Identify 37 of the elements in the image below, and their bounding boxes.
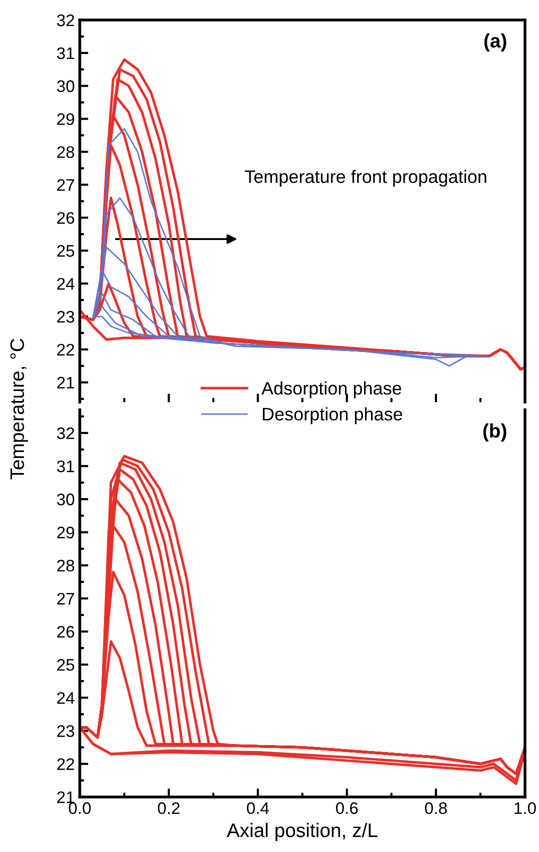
x-tick-label: 0.6 bbox=[336, 802, 358, 814]
y-tick-label: 29 bbox=[57, 526, 74, 538]
y-tick-label: 22 bbox=[57, 758, 74, 770]
x-tick-label: 0.4 bbox=[246, 802, 269, 814]
text: (a) bbox=[484, 33, 506, 52]
y-tick-label: 25 bbox=[57, 245, 74, 257]
y-tick-label: 27 bbox=[57, 592, 74, 604]
y-tick-label: 30 bbox=[57, 80, 74, 92]
y-tick-label: 26 bbox=[57, 626, 74, 638]
y-tick-label: 32 bbox=[57, 14, 74, 26]
y-tick-label: 22 bbox=[57, 344, 74, 356]
y-tick-label: 31 bbox=[57, 47, 74, 60]
y-tick-label: 28 bbox=[57, 560, 74, 572]
series-label: Adsorption phase bbox=[261, 381, 402, 398]
y-tick-label: 29 bbox=[57, 113, 74, 126]
text: (b) bbox=[483, 423, 506, 442]
y-tick-label: 31 bbox=[57, 460, 74, 472]
y-tick-label: 30 bbox=[57, 494, 74, 506]
y-tick-label: 24 bbox=[57, 692, 74, 704]
y-tick-label: 32 bbox=[57, 427, 74, 440]
x-tick-label: 1.0 bbox=[514, 802, 536, 814]
y-tick-label: 26 bbox=[57, 212, 74, 224]
x-tick-label: 0.0 bbox=[68, 802, 91, 814]
y-tick-label: 27 bbox=[57, 179, 74, 191]
legend-label: Desorption phase bbox=[262, 407, 402, 424]
y-tick-label: 23 bbox=[57, 725, 74, 737]
annotation: Temperature front propagation bbox=[244, 170, 486, 187]
y-tick-label: 23 bbox=[57, 310, 74, 323]
y-tick-label: 25 bbox=[57, 659, 74, 671]
y-tick-label: 21 bbox=[57, 791, 74, 803]
y-tick-label: 24 bbox=[57, 278, 74, 290]
y-tick-label: 21 bbox=[57, 376, 74, 388]
y-axis-title: Temperature, °C bbox=[10, 338, 28, 480]
x-tick-label: 0.2 bbox=[158, 802, 180, 814]
x-axis-title: Axial position, z/L bbox=[226, 822, 378, 842]
y-tick-label: 28 bbox=[57, 146, 74, 158]
x-tick-label: 0.8 bbox=[425, 802, 447, 814]
